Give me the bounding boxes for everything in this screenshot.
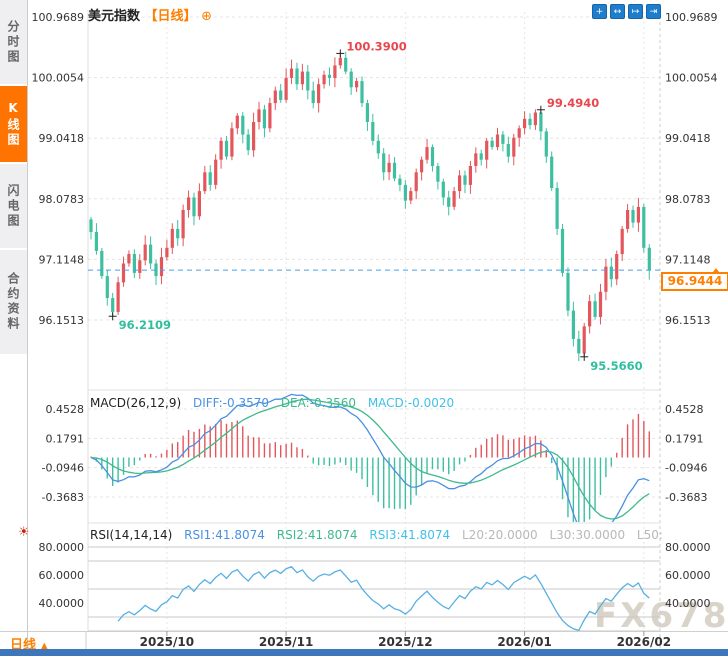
auto-scale-icon[interactable]: ↦	[628, 4, 643, 19]
period-tag: 【日线】	[144, 9, 197, 24]
rsi-l30-value: L30:30.0000	[549, 528, 626, 542]
svg-text:96.1513: 96.1513	[665, 314, 711, 327]
svg-text:2025/10: 2025/10	[140, 635, 194, 649]
svg-text:40.0000: 40.0000	[665, 597, 711, 610]
sidebar-tab-flash-chart[interactable]: 闪电图	[0, 164, 27, 248]
axis-labels: 100.9689 100.9689 100.0054 100.0054 99.0418 9…	[32, 11, 718, 610]
sidebar: 分时图 K线图 闪电图 合约资料	[0, 0, 28, 650]
rsi2-value: RSI2:41.8074	[276, 528, 358, 542]
x-axis-labels: 2025/10 2025/11 2025/12 2026/01 2026/02	[140, 631, 671, 649]
svg-text:2025/12: 2025/12	[378, 635, 432, 649]
bottom-status-bar	[0, 649, 728, 656]
macd-dea-value: DEA:-0.3560	[280, 396, 356, 410]
svg-text:97.1148: 97.1148	[665, 253, 711, 266]
svg-text:98.0783: 98.0783	[39, 193, 85, 206]
svg-text:80.0000: 80.0000	[665, 541, 711, 554]
svg-text:-0.0946: -0.0946	[665, 462, 707, 475]
add-compare-icon[interactable]: ⊕	[201, 9, 212, 24]
chart-title: 美元指数 【日线】 ⊕	[88, 5, 212, 24]
svg-text:100.0054: 100.0054	[665, 72, 718, 85]
tab-label: K线图	[6, 100, 20, 148]
svg-text:100.9689: 100.9689	[32, 11, 85, 24]
svg-text:80.0000: 80.0000	[39, 541, 85, 554]
sidebar-tab-time-chart[interactable]: 分时图	[0, 0, 27, 84]
indicator-settings-icon[interactable]: ☀	[18, 525, 30, 540]
tab-label: 分时图	[6, 19, 20, 65]
instrument-name: 美元指数	[88, 9, 141, 24]
svg-text:60.0000: 60.0000	[665, 569, 711, 582]
sidebar-tab-candle-chart[interactable]: K线图	[0, 86, 27, 162]
svg-text:97.1148: 97.1148	[39, 253, 85, 266]
rsi-l20-value: L20:20.0000	[462, 528, 538, 542]
svg-text:100.9689: 100.9689	[665, 11, 718, 24]
current-price-tag: 96.9444	[661, 272, 728, 291]
rsi-header: RSI(14,14,14) RSI1:41.8074 RSI2:41.8074 …	[90, 528, 671, 542]
svg-text:40.0000: 40.0000	[39, 597, 85, 610]
svg-text:0.4528: 0.4528	[46, 403, 85, 416]
sidebar-tab-contract-info[interactable]: 合约资料	[0, 250, 27, 354]
svg-text:96.2109: 96.2109	[119, 318, 171, 332]
svg-text:98.0783: 98.0783	[665, 193, 711, 206]
macd-hist-value: MACD:-0.0020	[367, 396, 455, 410]
svg-text:-0.0946: -0.0946	[42, 462, 84, 475]
svg-text:0.4528: 0.4528	[665, 403, 704, 416]
svg-text:2025/11: 2025/11	[259, 635, 313, 649]
svg-text:0.1791: 0.1791	[665, 432, 704, 445]
rsi3-value: RSI3:41.8074	[369, 528, 451, 542]
svg-text:99.0418: 99.0418	[665, 132, 711, 145]
rsi-l50-value: L50:	[636, 528, 663, 542]
tab-label: 闪电图	[6, 183, 20, 229]
chart-toolbar: + ↔ ↦ ⇥	[592, 4, 661, 19]
fit-width-icon[interactable]: ↔	[610, 4, 625, 19]
svg-text:2026/02: 2026/02	[617, 635, 671, 649]
svg-text:100.0054: 100.0054	[32, 72, 85, 85]
crosshair-icon[interactable]: +	[592, 4, 607, 19]
rsi-layer	[117, 566, 650, 632]
macd-layer	[90, 393, 650, 522]
svg-text:96.1513: 96.1513	[39, 314, 85, 327]
grid-layer	[0, 10, 728, 650]
svg-text:99.4940: 99.4940	[547, 96, 599, 110]
rsi1-value: RSI1:41.8074	[184, 528, 265, 542]
macd-header: MACD(26,12,9) DIFF:-0.3570 DEA:-0.3560 M…	[90, 396, 462, 410]
svg-text:95.5660: 95.5660	[590, 359, 642, 373]
svg-text:2026/01: 2026/01	[497, 635, 551, 649]
candles-layer	[89, 51, 651, 362]
svg-text:0.1791: 0.1791	[46, 432, 85, 445]
svg-text:100.3900: 100.3900	[346, 39, 406, 53]
macd-title: MACD(26,12,9)	[90, 396, 182, 410]
rsi-title: RSI(14,14,14)	[90, 528, 173, 542]
svg-text:60.0000: 60.0000	[39, 569, 85, 582]
tab-label: 合约资料	[6, 272, 20, 332]
chevron-up-icon: ▲	[40, 641, 49, 652]
svg-text:-0.3683: -0.3683	[42, 491, 84, 504]
svg-text:-0.3683: -0.3683	[665, 491, 707, 504]
pan-right-icon[interactable]: ⇥	[646, 4, 661, 19]
svg-text:99.0418: 99.0418	[39, 132, 85, 145]
macd-diff-value: DIFF:-0.3570	[192, 396, 269, 410]
extreme-annotations: 100.3900 99.4940 96.2109 95.5660	[108, 39, 643, 373]
